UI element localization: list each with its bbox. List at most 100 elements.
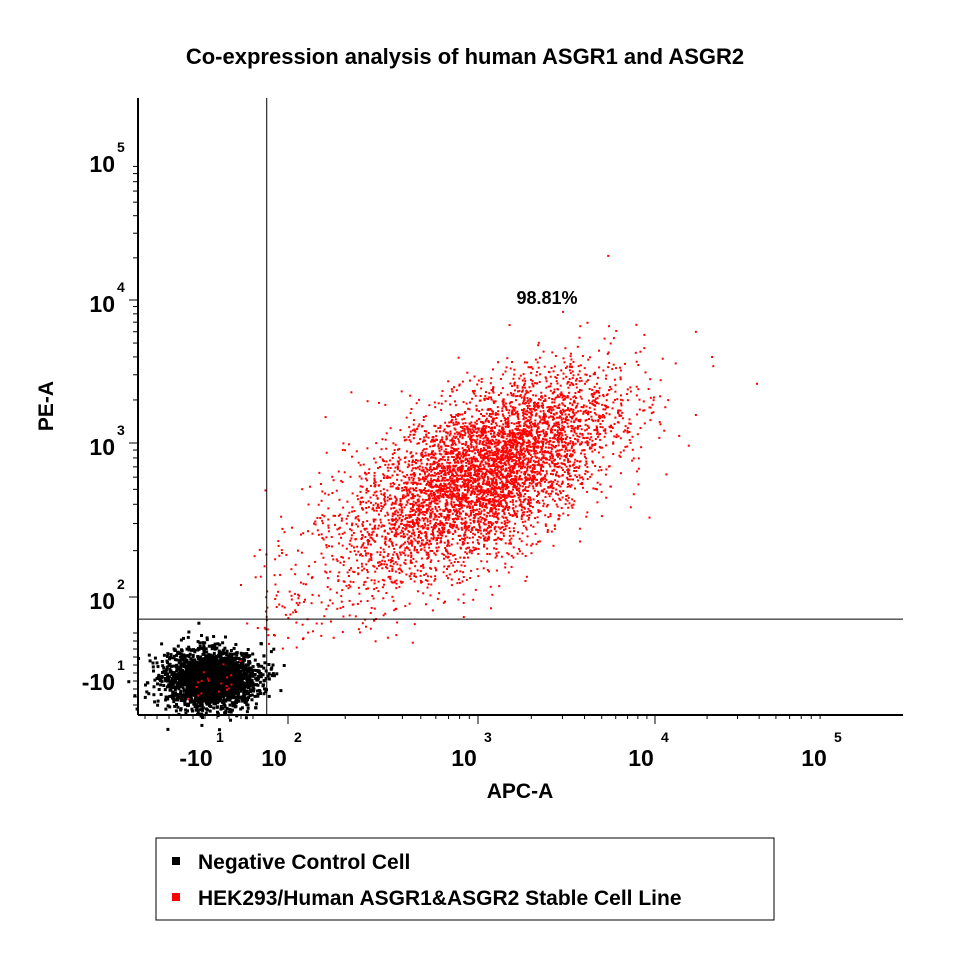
data-point-stable-cell-line — [416, 482, 419, 485]
data-point-stable-cell-line — [469, 509, 472, 512]
data-point-negative-control — [179, 638, 183, 642]
data-point-stable-cell-line — [511, 429, 514, 432]
data-point-stable-cell-line — [453, 489, 455, 492]
data-point-stable-cell-line — [564, 405, 566, 407]
data-point-stable-cell-line — [476, 568, 479, 571]
data-point-negative-control — [231, 670, 235, 673]
data-point-stable-cell-line — [403, 496, 406, 499]
data-point-stable-cell-line — [350, 567, 353, 570]
data-point-negative-control — [180, 680, 184, 684]
data-point-stable-cell-line — [484, 461, 487, 464]
data-point-stable-cell-line — [425, 435, 428, 438]
data-point-negative-control — [166, 697, 170, 701]
data-point-stable-cell-line — [465, 402, 468, 405]
data-point-stable-cell-line — [425, 447, 428, 450]
data-point-negative-control — [192, 680, 195, 684]
data-point-stable-cell-line — [412, 529, 415, 532]
data-point-stable-cell-line — [523, 430, 525, 433]
data-point-stable-cell-line — [558, 449, 561, 452]
data-point-stable-cell-line — [558, 497, 561, 500]
data-point-stable-cell-line — [548, 410, 551, 413]
data-point-stable-cell-line — [523, 472, 526, 475]
data-point-stable-cell-line — [536, 423, 539, 426]
data-point-stable-cell-line — [529, 416, 532, 419]
data-point-stable-cell-line — [359, 530, 362, 533]
data-point-stable-cell-line — [379, 490, 382, 493]
data-point-negative-control — [215, 692, 219, 696]
data-point-negative-control — [204, 695, 207, 699]
data-point-negative-control — [178, 669, 182, 673]
data-point-stable-cell-line — [605, 406, 608, 409]
data-point-stable-cell-line — [357, 566, 360, 569]
data-point-negative-control — [233, 703, 237, 707]
data-point-stable-cell-line — [584, 373, 587, 376]
data-point-stable-cell-line — [479, 463, 482, 466]
data-point-negative-control — [223, 699, 227, 703]
data-point-stable-cell-line — [453, 456, 455, 459]
data-point-stable-cell-line — [407, 436, 410, 438]
data-point-negative-control — [180, 648, 183, 652]
data-point-stable-cell-line — [650, 412, 653, 415]
data-point-stable-cell-line — [441, 526, 444, 529]
data-point-stable-cell-line — [420, 462, 423, 465]
data-point-stable-cell-line — [504, 419, 507, 422]
data-point-stable-cell-line — [643, 333, 646, 336]
data-point-stable-cell-line — [571, 441, 574, 444]
data-point-stable-cell-line — [408, 525, 411, 528]
data-point-stable-cell-line — [425, 430, 428, 433]
data-point-stable-cell-line — [423, 574, 426, 576]
data-point-negative-control — [244, 716, 248, 720]
data-point-stable-cell-line — [596, 382, 598, 385]
data-point-stable-cell-line — [441, 485, 444, 487]
data-point-stable-cell-line — [441, 462, 444, 465]
data-point-stable-cell-line — [447, 473, 450, 476]
data-point-stable-cell-line — [540, 469, 542, 472]
data-point-negative-control — [183, 660, 187, 664]
data-point-stable-cell-line — [490, 377, 493, 380]
data-point-stable-cell-line — [423, 492, 426, 495]
data-point-stable-cell-line — [558, 415, 561, 418]
data-point-negative-control — [215, 646, 219, 650]
data-point-stable-cell-line — [639, 350, 642, 353]
data-point-stable-cell-line — [520, 451, 523, 454]
data-point-negative-control — [200, 658, 204, 662]
data-point-stable-cell-line — [493, 515, 496, 518]
data-point-stable-cell-line — [450, 562, 453, 565]
data-point-stable-cell-line — [593, 385, 596, 388]
data-point-stable-cell-line — [542, 409, 545, 412]
data-point-stable-cell-line — [629, 386, 632, 389]
data-point-stable-cell-line — [502, 534, 505, 537]
data-point-negative-control — [238, 683, 242, 687]
data-point-stable-cell-line — [485, 506, 488, 509]
data-point-stable-cell-line — [508, 481, 511, 484]
data-point-negative-control — [231, 660, 235, 664]
data-point-stable-cell-line — [471, 481, 474, 484]
data-point-negative-control — [173, 692, 177, 696]
data-point-negative-control — [182, 688, 186, 692]
data-point-stable-cell-line — [454, 471, 457, 474]
data-point-stable-cell-line — [530, 479, 533, 482]
data-point-stable-cell-line — [415, 575, 417, 578]
data-point-negative-control — [221, 667, 225, 671]
data-point-stable-cell-line — [615, 367, 617, 370]
data-point-stable-cell-line — [535, 374, 538, 377]
data-point-stable-cell-line — [439, 424, 442, 427]
data-point-stable-cell-line — [417, 513, 420, 516]
data-point-stable-cell-line — [537, 462, 540, 465]
data-point-stable-cell-line — [478, 472, 481, 475]
data-point-stable-cell-line — [557, 444, 560, 447]
data-point-negative-control — [254, 702, 258, 706]
data-point-stable-cell-line — [530, 552, 533, 555]
data-point-stable-cell-line — [415, 462, 418, 464]
data-point-stable-cell-line — [416, 504, 419, 507]
data-point-stable-cell-line — [436, 597, 439, 600]
data-point-stable-cell-line — [445, 499, 448, 502]
data-point-stable-cell-line — [357, 586, 360, 589]
data-point-negative-control — [176, 693, 180, 697]
data-point-negative-control — [216, 712, 220, 716]
data-point-stable-cell-line — [372, 530, 375, 533]
data-point-stable-cell-line — [332, 558, 335, 561]
data-point-stable-cell-line — [380, 493, 383, 496]
data-point-stable-cell-line — [424, 439, 427, 442]
data-point-negative-control — [168, 662, 172, 666]
